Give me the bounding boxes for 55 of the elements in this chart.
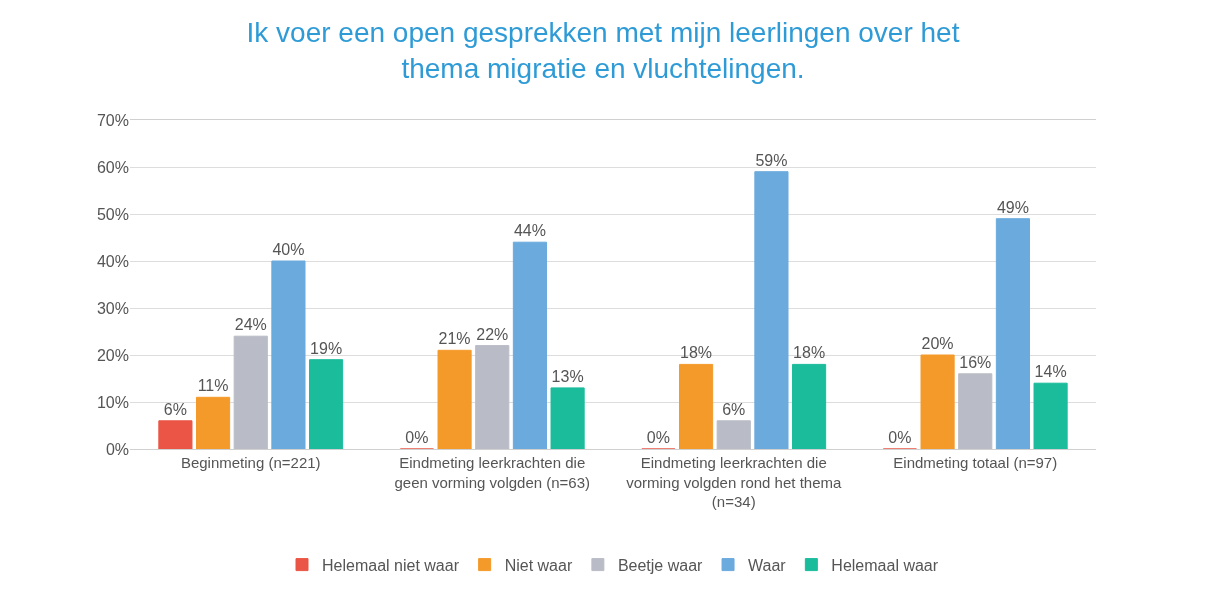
legend-label: Niet waar [504,556,573,574]
data-label: 0% [405,429,429,446]
bar [1033,382,1068,449]
legend-label: Waar [748,556,787,574]
data-label: 6% [722,400,746,418]
legend-label: Helemaal waar [831,556,939,574]
bar [995,218,1030,449]
data-label: 0% [888,429,912,446]
y-tick-label: 0% [105,440,129,458]
y-tick-label: 40% [96,252,129,270]
bar [271,260,306,449]
bar [196,396,231,449]
bar [920,354,955,449]
data-label: 6% [163,400,187,418]
bar [309,359,344,449]
data-label: 19% [310,339,343,357]
data-label: 13% [551,367,584,385]
legend-label: Helemaal niet waar [322,556,460,574]
x-tick-label: Beginmeting (n=221) [180,454,321,471]
x-tick-label: Eindmeting leerkrachten die geen vorming volgden (n=63) [394,454,591,491]
bar [512,241,547,449]
x-tick-label: Eindmeting totaal (n=97) [893,454,1058,471]
bar [754,171,789,449]
data-label: 40% [272,241,305,258]
data-label: 22% [476,325,509,343]
data-label: 59% [755,151,788,169]
bar [550,387,585,449]
bar [679,363,714,449]
data-label: 18% [680,344,713,362]
chart-title: Ik voer een open gesprekken met mijn leerlingen over het thema migratie en vluchtelingen. [246,16,960,84]
legend-label: Beetje waar [617,556,704,574]
data-label: 14% [1034,363,1067,381]
bar [158,420,193,449]
y-tick-label: 30% [96,299,129,317]
data-label: 20% [921,335,954,352]
y-tick-label: 10% [96,393,129,411]
data-label: 49% [996,198,1029,216]
bar [958,373,993,449]
y-tick-label: 60% [96,158,129,176]
data-label: 16% [959,353,992,371]
data-label: 18% [793,344,826,362]
bar [716,420,751,449]
data-label: 0% [646,429,670,446]
bar [437,349,472,449]
data-label: 24% [234,316,267,334]
data-label: 44% [513,222,546,240]
bar [792,363,827,449]
y-tick-label: 70% [96,111,129,129]
y-tick-label: 20% [96,346,129,364]
bar [475,345,510,449]
x-tick-label: Eindmeting leerkrachten die vorming volgden rond het thema (n=34) [626,454,842,510]
bar [233,335,268,449]
y-tick-label: 50% [96,205,129,223]
data-label: 11% [197,377,229,395]
data-label: 21% [438,330,471,348]
